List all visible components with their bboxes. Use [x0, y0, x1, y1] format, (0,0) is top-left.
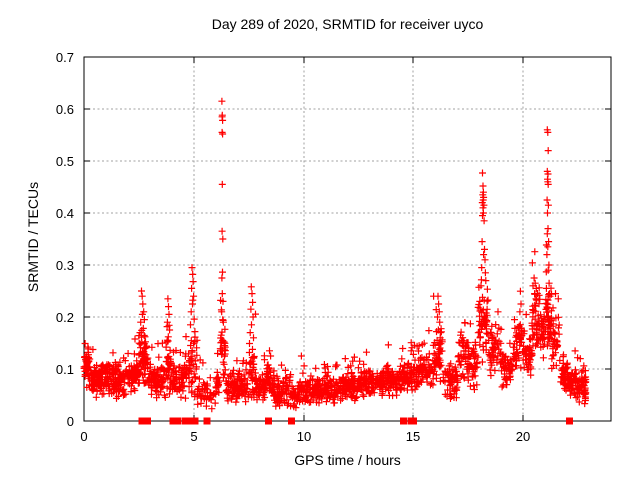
y-tick-label: 0.3 [56, 258, 74, 273]
x-tick-label: 20 [516, 429, 530, 444]
x-axis-label: GPS time / hours [294, 452, 401, 468]
y-tick-label: 0.4 [56, 206, 74, 221]
data-points [80, 97, 590, 413]
chart-title: Day 289 of 2020, SRMTID for receiver uyc… [211, 16, 484, 32]
zero-markers [138, 417, 574, 425]
y-tick-label: 0 [67, 414, 74, 429]
x-tick-label: 0 [80, 429, 87, 444]
x-tick-labels: 0 5 10 15 20 [80, 429, 530, 444]
y-tick-labels: 0 0.1 0.2 0.3 0.4 0.5 0.6 0.7 [56, 50, 74, 429]
y-tick-label: 0.1 [56, 362, 74, 377]
y-tick-label: 0.2 [56, 310, 74, 325]
x-tick-label: 10 [297, 429, 311, 444]
y-tick-label: 0.6 [56, 102, 74, 117]
x-tick-label: 5 [190, 429, 197, 444]
y-tick-label: 0.7 [56, 50, 74, 65]
y-tick-label: 0.5 [56, 154, 74, 169]
x-tick-label: 15 [406, 429, 420, 444]
